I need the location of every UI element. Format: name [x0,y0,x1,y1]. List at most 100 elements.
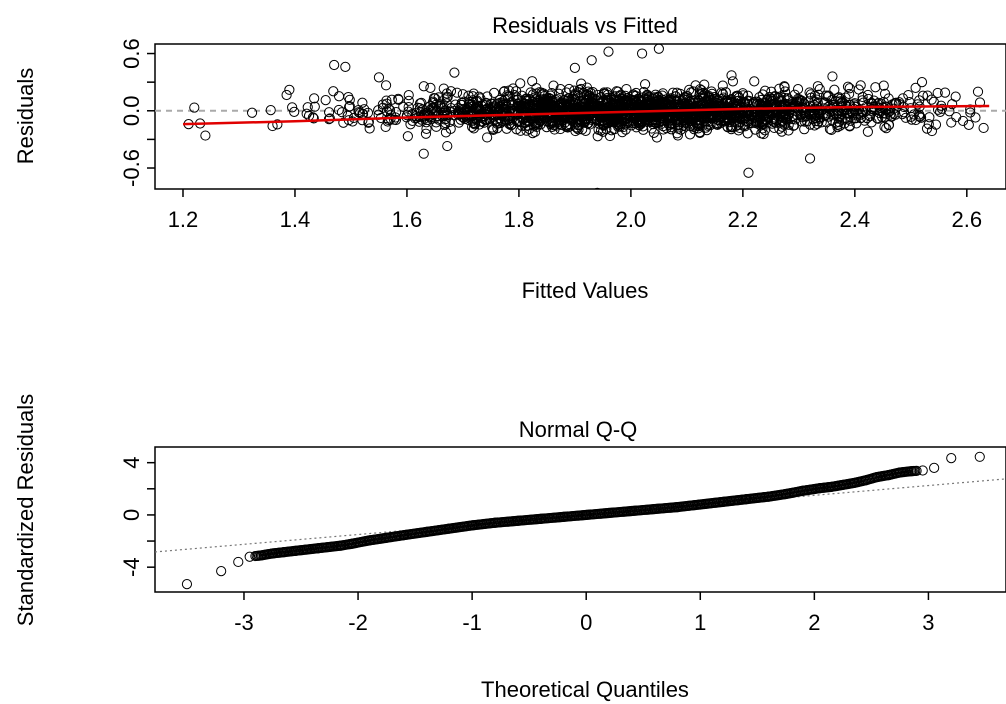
y-tick-label: -0.6 [119,149,144,187]
residual-point [782,93,793,104]
residual-point [344,101,355,112]
residual-point [757,123,768,134]
x-tick-label: 1.2 [168,207,199,232]
residual-point [521,115,532,126]
residual-point [485,98,497,109]
residual-point [711,94,722,105]
residual-point [336,107,348,118]
qq-point [324,541,335,553]
residual-point [553,88,564,99]
residual-point [897,109,908,120]
qq-point [974,451,985,462]
residual-point [451,87,463,98]
residual-point [556,99,568,110]
residual-point [527,76,538,87]
qq-point [780,488,791,500]
residual-point [612,114,623,125]
residual-point [499,85,510,97]
residual-point [403,90,414,101]
qq-point [216,565,227,577]
qq-point [444,523,455,534]
qq-point [826,481,837,492]
residuals-vs-fitted-title: Residuals vs Fitted [492,13,678,38]
residual-point [535,115,546,126]
qq-point [906,466,917,477]
residual-point [845,115,856,126]
qq-point [649,503,660,515]
residual-point [663,99,675,110]
residual-point [779,86,791,97]
residual-point [726,124,737,135]
residual-point [769,122,780,134]
residual-outlier-point [916,77,928,88]
residual-outlier-point [373,72,385,83]
x-tick-label: 1 [694,610,706,635]
qq-y-axis: -4 0 4 [119,457,155,577]
residual-point [777,109,789,120]
residual-point [921,123,933,134]
qq-point [717,496,729,507]
residual-point [302,102,313,113]
residual-point [416,97,427,108]
residual-point [883,93,894,104]
y-tick-label: -4 [119,557,144,577]
residual-point [457,108,468,119]
residual-point [402,131,413,142]
residual-point [818,109,829,120]
residual-point [531,82,542,94]
qq-point [871,471,883,483]
qq-point [860,475,871,486]
residual-point [726,70,737,81]
residual-point [357,97,368,108]
qq-point [290,545,301,556]
residual-point [440,105,452,116]
residual-point [694,84,706,95]
residual-point [774,83,785,94]
residual-point [812,81,823,92]
y-tick-label: 4 [119,457,144,469]
qq-point [313,543,324,554]
residual-point [380,80,392,91]
residual-point [445,123,456,134]
residual-point [932,104,944,115]
residual-point [799,124,810,135]
residual-point [634,120,645,131]
residual-point [946,117,957,128]
residual-point [792,84,804,95]
x-tick-label: 1.6 [392,207,423,232]
residual-point [380,121,391,133]
x-tick-label: 2.6 [952,207,983,232]
x-tick-label: -1 [462,610,482,635]
lowess-smooth-line [182,104,990,126]
residual-point [307,112,319,123]
residual-point [561,119,572,130]
residual-point [951,111,962,123]
residual-point [468,123,479,134]
qq-point [467,520,478,531]
residual-point [881,123,892,134]
residual-point [333,104,344,116]
residual-point [364,123,375,134]
residual-point [595,125,607,136]
residual-point [403,95,414,106]
qq-point [837,479,848,490]
residual-point [456,99,468,110]
residual-point [576,83,587,95]
residual-point [824,123,836,135]
residual-point [320,95,331,106]
residual-point [903,89,914,101]
residual-point [548,120,560,131]
residual-point [453,102,464,114]
residual-point [610,91,622,102]
y-tick-label: 0.0 [119,95,144,126]
residual-point [281,89,292,101]
residual-point [457,89,468,100]
residual-point [388,114,400,125]
residual-point [571,109,583,121]
residual-outlier-point [603,46,614,57]
residual-point [471,96,482,108]
residual-point [609,104,620,116]
residual-point [686,113,698,124]
residual-point [814,83,825,95]
